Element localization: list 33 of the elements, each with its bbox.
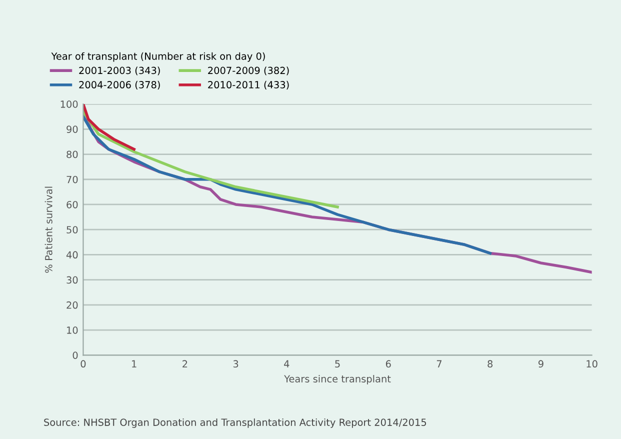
x-tick-label: 3 xyxy=(233,360,238,368)
x-tick-label: 1 xyxy=(132,360,136,368)
source-note: Source: NHSBT Organ Donation and Transplantation Activity Report 2014/2015 xyxy=(44,418,426,428)
y-tick-label: 90 xyxy=(66,126,78,133)
y-tick-label: 0 xyxy=(72,352,78,359)
x-tick-label: 4 xyxy=(284,360,290,368)
line-series xyxy=(83,115,492,255)
x-tick-label: 10 xyxy=(586,360,598,368)
y-axis-title: % Patient survival xyxy=(44,186,52,273)
legend-title: Year of transplant (Number at risk on day 0) xyxy=(51,52,265,62)
x-tick-label: 7 xyxy=(436,360,442,368)
y-tick-label: 100 xyxy=(60,100,78,108)
y-tick-label: 10 xyxy=(67,326,78,334)
line-series xyxy=(83,110,339,208)
x-tick-label: 8 xyxy=(488,360,493,368)
y-tick-label: 80 xyxy=(66,150,78,158)
y-tick-label: 50 xyxy=(66,226,78,234)
line-series xyxy=(83,104,136,151)
legend-label: 2004-2006 (378) xyxy=(79,80,160,90)
x-tick-label: 5 xyxy=(335,360,340,368)
x-axis-title: Years since transplant xyxy=(284,374,391,384)
x-tick-label: 6 xyxy=(386,360,391,368)
y-tick-label: 20 xyxy=(66,301,78,309)
x-tick-label: 0 xyxy=(80,360,86,368)
y-tick-label: 70 xyxy=(66,176,78,184)
x-tick-label: 9 xyxy=(538,360,544,368)
y-tick-label: 30 xyxy=(66,276,78,284)
y-tick-label: 40 xyxy=(66,251,78,259)
legend-label: 2007-2009 (382) xyxy=(208,66,289,76)
y-tick-label: 60 xyxy=(66,200,78,208)
legend-label: 2010-2011 (433) xyxy=(208,80,289,90)
legend-label: 2001-2003 (343) xyxy=(79,66,160,76)
x-tick-label: 2 xyxy=(182,360,188,368)
